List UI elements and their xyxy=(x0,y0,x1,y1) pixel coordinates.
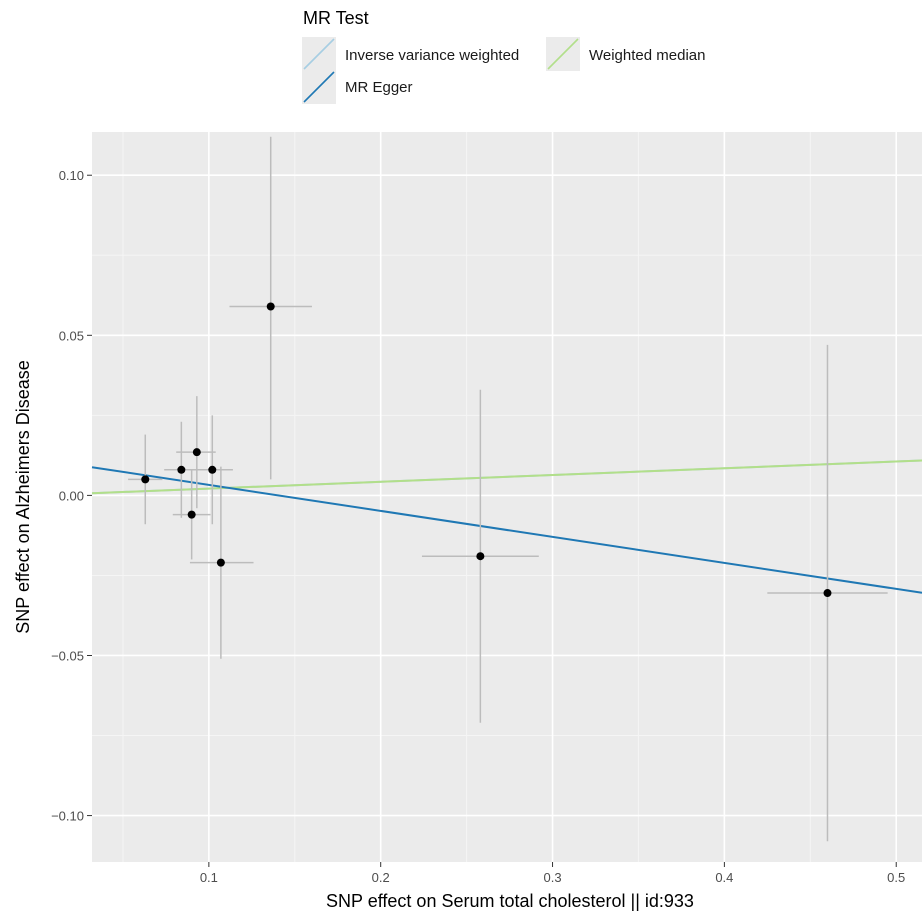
x-tick-label: 0.4 xyxy=(715,870,733,885)
legend-label-ivw: Inverse variance weighted xyxy=(345,47,519,64)
legend-label-wm: Weighted median xyxy=(589,47,705,64)
data-point xyxy=(823,589,832,598)
legend-title: MR Test xyxy=(303,8,369,28)
x-tick-label: 0.2 xyxy=(372,870,390,885)
y-axis-label: SNP effect on Alzheimers Disease xyxy=(13,360,33,633)
x-axis-label: SNP effect on Serum total cholesterol ||… xyxy=(326,891,694,911)
legend-key-wm-line xyxy=(547,38,579,70)
data-point xyxy=(208,465,217,474)
data-point xyxy=(192,448,201,457)
legend-key-egger-line xyxy=(303,71,335,103)
plot-panel xyxy=(92,132,922,862)
grid-major xyxy=(92,132,922,862)
data-point xyxy=(216,558,225,567)
data-point xyxy=(476,552,485,561)
y-tick-label: 0.10 xyxy=(59,168,84,183)
x-tick-label: 0.3 xyxy=(543,870,561,885)
data-points xyxy=(141,302,832,598)
y-tick-label: 0.00 xyxy=(59,488,84,503)
data-point xyxy=(177,465,186,474)
data-point xyxy=(266,302,275,311)
legend: MR Test Inverse variance weighted Weight… xyxy=(302,8,705,104)
x-axis: 0.1 0.2 0.3 0.4 0.5 xyxy=(200,862,905,885)
fit-lines xyxy=(91,459,922,594)
y-tick-label: −0.05 xyxy=(51,648,84,663)
data-point xyxy=(187,510,196,519)
y-tick-label: −0.10 xyxy=(51,809,84,824)
legend-key-ivw-line xyxy=(303,38,335,70)
y-axis: −0.10 −0.05 0.00 0.05 0.10 xyxy=(51,168,92,824)
x-tick-label: 0.1 xyxy=(200,870,218,885)
y-tick-label: 0.05 xyxy=(59,328,84,343)
legend-label-egger: MR Egger xyxy=(345,79,413,96)
data-point xyxy=(141,475,150,484)
fit-line-2 xyxy=(91,466,922,594)
x-tick-label: 0.5 xyxy=(887,870,905,885)
